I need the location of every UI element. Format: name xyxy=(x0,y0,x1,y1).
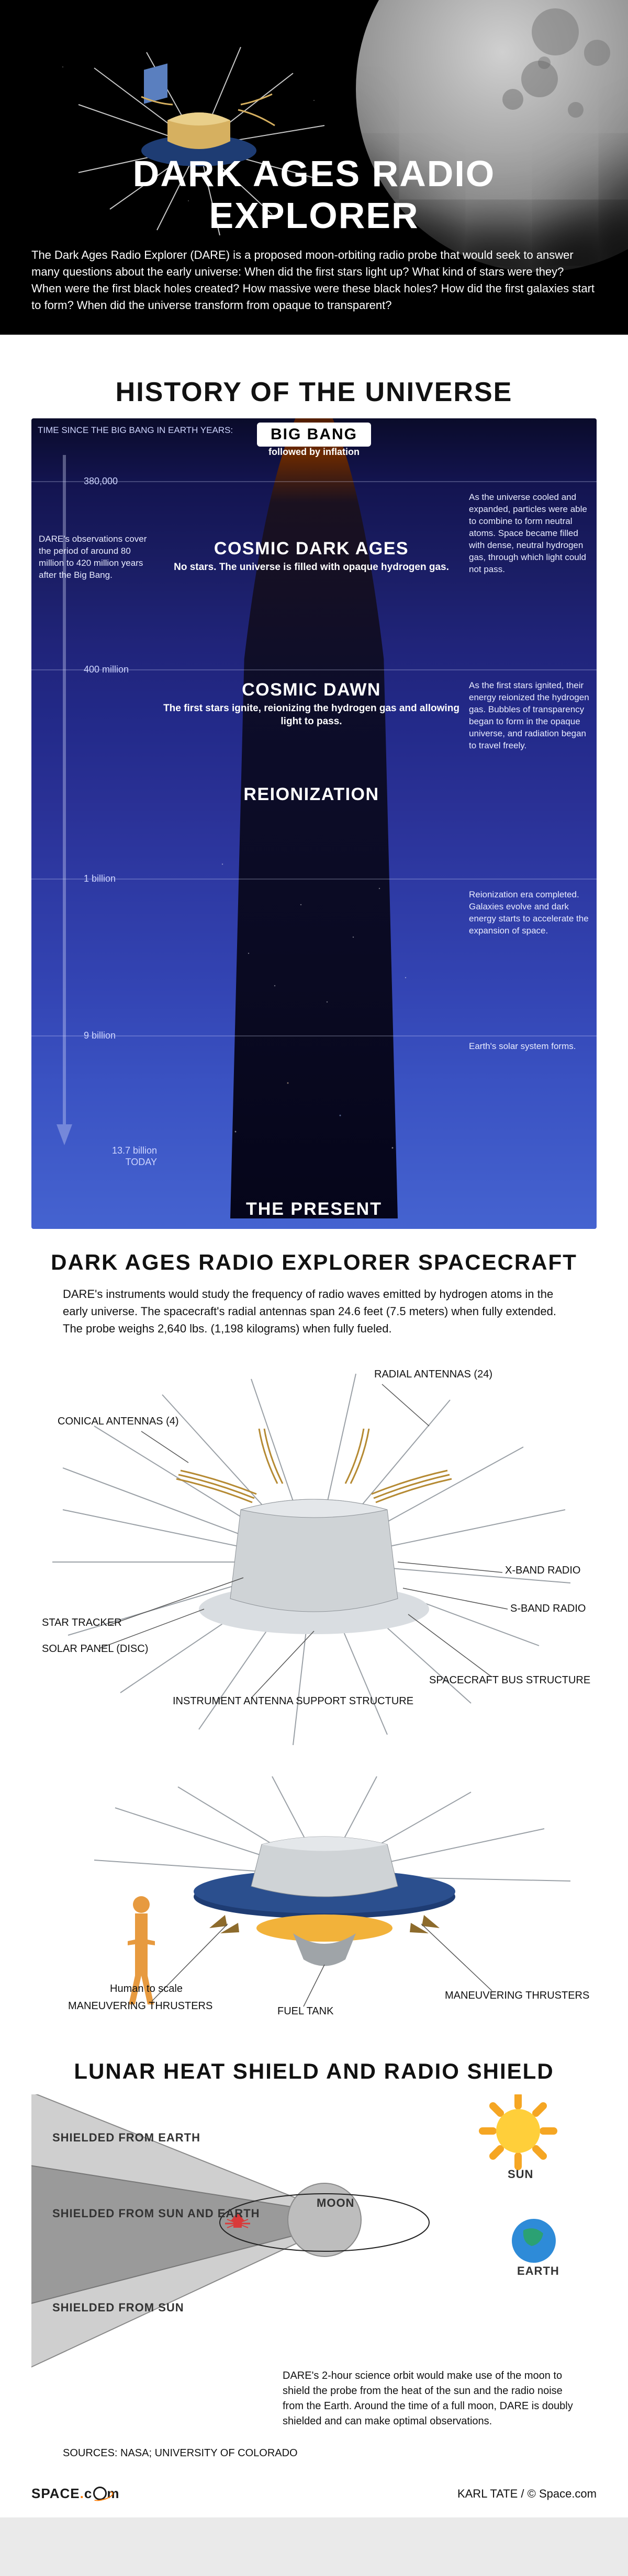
history-panel: TIME SINCE THE BIG BANG IN EARTH YEARS: … xyxy=(31,418,597,1229)
label-thr-r: MANEUVERING THRUSTERS xyxy=(445,1990,589,2002)
label-conical: CONICAL ANTENNAS (4) xyxy=(58,1416,179,1428)
page-root: DARK AGES RADIO EXPLORER The Dark Ages R… xyxy=(0,0,628,2517)
label-moon: MOON xyxy=(317,2196,354,2210)
label-shield-earth: SHIELDED FROM EARTH xyxy=(52,2131,200,2145)
time-tick: 380,000 xyxy=(84,476,118,487)
era-divider xyxy=(31,879,597,880)
era-reionization: REIONIZATION xyxy=(162,784,461,805)
history-title: HISTORY OF THE UNIVERSE xyxy=(31,377,597,408)
spacecraft-diagram-top: CONICAL ANTENNAS (4) RADIAL ANTENNAS (24… xyxy=(31,1353,597,1761)
label-bus: SPACECRAFT BUS STRUCTURE xyxy=(429,1674,590,1686)
label-earth: EARTH xyxy=(517,2264,559,2278)
label-shield-sun: SHIELDED FROM SUN xyxy=(52,2301,184,2315)
label-sun: SUN xyxy=(508,2168,533,2181)
shield-caption: DARE's 2-hour science orbit would make u… xyxy=(283,2368,576,2429)
time-tick: 9 billion xyxy=(84,1030,116,1041)
hero-intro: The Dark Ages Radio Explorer (DARE) is a… xyxy=(31,247,597,314)
shield-diagram: SHIELDED FROM EARTH SHIELDED FROM SUN AN… xyxy=(31,2094,597,2429)
label-thr-l: MANEUVERING THRUSTERS xyxy=(68,2000,212,2012)
hero: DARK AGES RADIO EXPLORER The Dark Ages R… xyxy=(0,0,628,335)
space-logo: SPACE.cm xyxy=(31,2486,119,2502)
present-label: THE PRESENT xyxy=(31,1199,597,1219)
era-name: COSMIC DARK AGES xyxy=(162,539,461,559)
time-tick: 1 billion xyxy=(84,873,116,884)
era-sub: No stars. The universe is filled with op… xyxy=(162,561,461,574)
era-cosmic-dawn: COSMIC DAWN The first stars ignite, reio… xyxy=(162,680,461,728)
right-note: As the universe cooled and expanded, par… xyxy=(469,492,589,576)
hero-title: DARK AGES RADIO EXPLORER xyxy=(31,153,597,236)
label-xband: X-BAND RADIO xyxy=(505,1565,580,1577)
label-star: STAR TRACKER xyxy=(42,1617,122,1629)
era-sub: The first stars ignite, reionizing the h… xyxy=(162,702,461,728)
big-bang-badge: BIG BANG xyxy=(257,423,371,447)
time-tick: 13.7 billion TODAY xyxy=(84,1145,157,1168)
era-dark-ages: COSMIC DARK AGES No stars. The universe … xyxy=(162,539,461,574)
label-support: INSTRUMENT ANTENNA SUPPORT STRUCTURE xyxy=(173,1695,413,1707)
hero-title-wrap: DARK AGES RADIO EXPLORER The Dark Ages R… xyxy=(31,153,597,314)
sources: SOURCES: NASA; UNIVERSITY OF COLORADO xyxy=(63,2447,565,2459)
label-radial: RADIAL ANTENNAS (24) xyxy=(374,1369,492,1381)
label-fuel: FUEL TANK xyxy=(277,2005,333,2018)
label-shield-both: SHIELDED FROM SUN AND EARTH xyxy=(52,2207,260,2220)
credit: KARL TATE / © Space.com xyxy=(457,2487,597,2501)
era-name: COSMIC DAWN xyxy=(162,680,461,700)
era-name: REIONIZATION xyxy=(162,784,461,805)
label-solar: SOLAR PANEL (DISC) xyxy=(42,1643,148,1655)
label-sband: S-BAND RADIO xyxy=(510,1603,586,1615)
history-block: TIME SINCE THE BIG BANG IN EARTH YEARS: … xyxy=(31,418,597,1229)
spacecraft-intro: DARE's instruments would study the frequ… xyxy=(63,1285,565,1337)
time-axis-label: TIME SINCE THE BIG BANG IN EARTH YEARS: xyxy=(38,425,233,436)
spacecraft-diagram-scale: Human to scale MANEUVERING THRUSTERS FUE… xyxy=(31,1766,597,2038)
era-divider xyxy=(31,1035,597,1036)
left-note: DARE's observations cover the period of … xyxy=(39,533,149,582)
spacecraft-title: DARK AGES RADIO EXPLORER SPACECRAFT xyxy=(31,1250,597,1275)
label-human: Human to scale xyxy=(110,1983,183,1995)
right-note: As the first stars ignited, their energy… xyxy=(469,680,589,752)
right-note: Reionization era completed. Galaxies evo… xyxy=(469,889,589,937)
time-tick: 400 million xyxy=(84,664,129,675)
content: HISTORY OF THE UNIVERSE xyxy=(0,335,628,2480)
footer: SPACE.cm KARL TATE / © Space.com xyxy=(0,2480,628,2517)
big-bang-sub: followed by inflation xyxy=(268,447,360,458)
shield-title: LUNAR HEAT SHIELD AND RADIO SHIELD xyxy=(31,2059,597,2084)
right-note: Earth's solar system forms. xyxy=(469,1041,589,1053)
